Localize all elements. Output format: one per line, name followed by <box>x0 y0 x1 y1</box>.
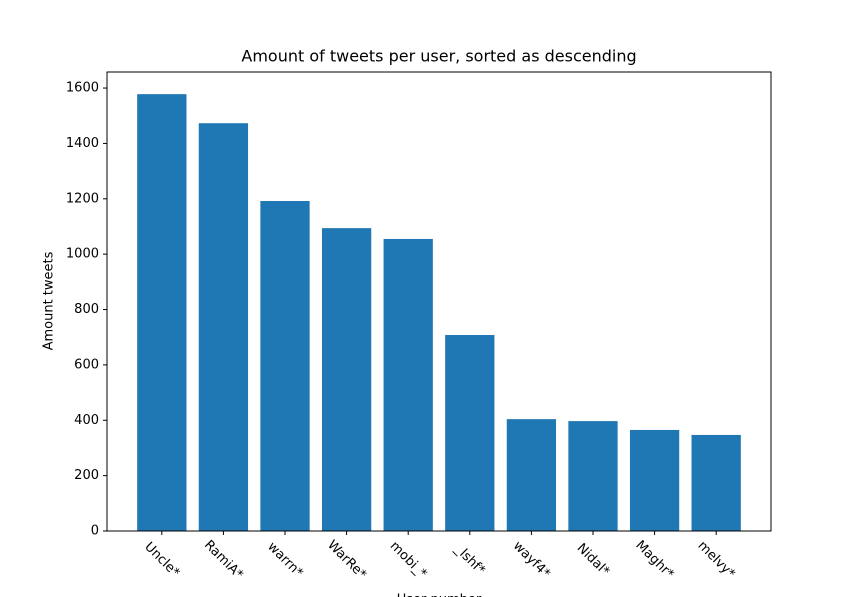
bar <box>568 421 618 531</box>
bar <box>321 228 372 531</box>
x-tick-label: Maghr* <box>632 538 677 583</box>
x-tick-label: Nidal* <box>574 541 613 580</box>
y-tick-label: 1400 <box>66 136 99 151</box>
bar <box>383 238 433 531</box>
x-tick-label: mobi_* <box>387 539 430 582</box>
y-tick-label: 1000 <box>66 247 99 262</box>
x-tick-label: melvy* <box>695 538 739 582</box>
bar <box>137 94 187 532</box>
bar <box>691 434 741 531</box>
bar <box>445 334 495 531</box>
bar <box>629 429 680 531</box>
y-tick-label: 800 <box>74 302 99 317</box>
plot-frame <box>106 71 772 532</box>
y-tick-label: 200 <box>74 468 99 483</box>
y-tick-label: 1600 <box>66 81 99 96</box>
bar <box>506 419 557 531</box>
x-tick-label: RamiA* <box>201 538 246 583</box>
x-tick-label: warrn* <box>264 539 306 581</box>
x-axis-label: User number <box>397 593 482 597</box>
x-tick-label: WarRe* <box>324 538 369 583</box>
bar <box>198 123 249 531</box>
x-tick-label: wayf4* <box>510 539 553 582</box>
y-tick-label: 0 <box>91 524 99 539</box>
bar <box>260 201 310 531</box>
y-axis-label: Amount tweets <box>42 251 57 350</box>
y-tick-label: 600 <box>74 357 99 372</box>
y-tick-label: 400 <box>74 413 99 428</box>
y-tick-label: 1200 <box>66 191 99 206</box>
chart-title: Amount of tweets per user, sorted as des… <box>241 47 636 66</box>
x-tick-label: _lshf* <box>451 541 488 578</box>
x-tick-label: Uncle* <box>141 539 182 580</box>
